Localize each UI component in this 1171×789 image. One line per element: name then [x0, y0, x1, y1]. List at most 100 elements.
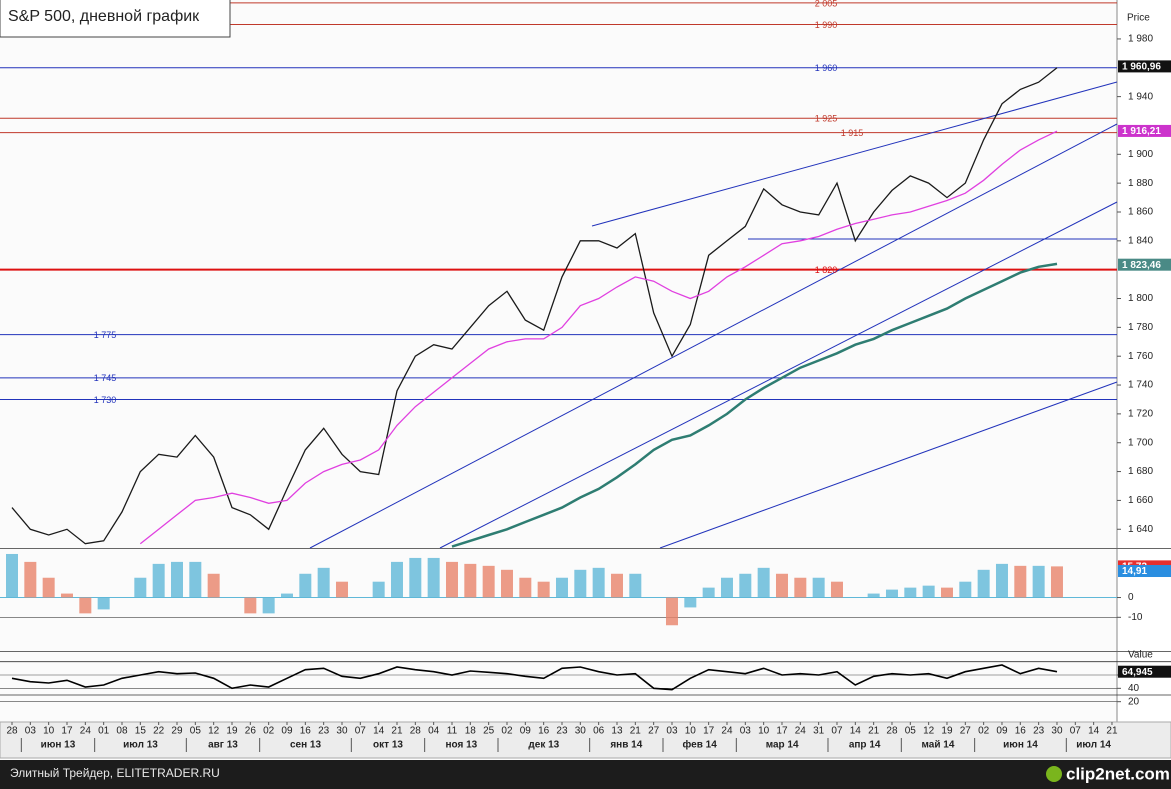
footer-source: Элитный Трейдер, ELITETRADER.RU — [10, 766, 220, 780]
x-tick-label: 12 — [923, 726, 935, 737]
histogram-bar — [885, 589, 898, 598]
y-tick-label: -10 — [1128, 612, 1143, 623]
histogram-bar — [830, 581, 843, 598]
histogram-bar — [555, 577, 568, 598]
level-label: 1 745 — [94, 373, 117, 383]
histogram-bar — [1032, 565, 1045, 598]
x-tick-label: 27 — [648, 726, 660, 737]
histogram-bar — [702, 587, 715, 598]
x-tick-label: 31 — [813, 726, 825, 737]
footer-logo[interactable]: clip2net.com — [1066, 764, 1170, 783]
time-axis-band — [0, 721, 1171, 759]
y-tick-label: 1 860 — [1128, 207, 1153, 218]
histogram-bar — [610, 573, 623, 598]
histogram-bar — [60, 593, 73, 598]
y-tick-label: 1 740 — [1128, 380, 1153, 391]
histogram-bar — [464, 563, 477, 598]
x-tick-label: 23 — [1033, 726, 1045, 737]
histogram-bar — [134, 577, 147, 598]
x-tick-label: 12 — [208, 726, 220, 737]
histogram-bar — [152, 563, 165, 598]
last-value-box — [1118, 665, 1171, 678]
y-tick-label: 1 760 — [1128, 351, 1153, 362]
series-line — [451, 262, 1058, 548]
histogram-bar — [574, 569, 587, 598]
x-tick-label: 01 — [98, 726, 110, 737]
x-tick-label: 28 — [886, 726, 898, 737]
y-tick-label: 1 640 — [1128, 524, 1153, 535]
x-tick-label: 23 — [556, 726, 568, 737]
x-tick-label: 05 — [905, 726, 917, 737]
histogram-bar — [904, 587, 917, 598]
level-label: 1 925 — [815, 114, 838, 124]
x-tick-label: 27 — [960, 726, 972, 737]
series-line — [11, 67, 1058, 545]
y-tick-label: 1 660 — [1128, 495, 1153, 506]
last-value-label: 64,945 — [1122, 667, 1153, 678]
month-label: фев 14 — [683, 739, 718, 751]
x-tick-label: 18 — [465, 726, 477, 737]
series-line — [139, 130, 1058, 545]
x-tick-label: 22 — [153, 726, 165, 737]
x-tick-label: 03 — [25, 726, 37, 737]
month-label: авг 13 — [208, 740, 238, 751]
x-tick-label: 24 — [795, 726, 807, 737]
month-label: июл 13 — [123, 740, 158, 751]
y-tick-label: 1 700 — [1128, 437, 1153, 448]
level-label: 1 960 — [815, 63, 838, 73]
histogram-bar — [299, 573, 312, 598]
histogram-bar — [775, 573, 788, 598]
x-tick-label: 16 — [538, 726, 550, 737]
y-axis-label: Value — [1128, 650, 1153, 661]
level-label: 1 775 — [94, 330, 117, 340]
month-label: сен 13 — [290, 740, 322, 751]
x-tick-label: 30 — [336, 726, 348, 737]
level-label: 2 005 — [815, 0, 838, 8]
x-tick-label: 10 — [685, 726, 697, 737]
histogram-bar — [207, 573, 220, 598]
y-tick-label: 1 980 — [1128, 34, 1153, 45]
histogram-bar — [757, 567, 770, 598]
x-tick-label: 16 — [1015, 726, 1027, 737]
x-tick-label: 09 — [996, 726, 1008, 737]
month-label: ноя 13 — [445, 740, 477, 751]
histogram-bar — [794, 577, 807, 598]
trend-line — [439, 201, 1118, 549]
x-tick-label: 03 — [666, 726, 678, 737]
x-tick-label: 07 — [355, 726, 367, 737]
y-tick-label: 20 — [1128, 696, 1140, 707]
trend-line — [309, 123, 1118, 549]
x-tick-label: 10 — [43, 726, 55, 737]
x-tick-label: 11 — [447, 726, 458, 737]
x-tick-label: 03 — [740, 726, 752, 737]
x-tick-label: 30 — [1051, 726, 1063, 737]
x-tick-label: 09 — [281, 726, 293, 737]
x-tick-label: 09 — [520, 726, 532, 737]
x-tick-label: 26 — [245, 726, 257, 737]
y-tick-label: 40 — [1128, 683, 1140, 694]
month-label: мар 14 — [766, 740, 799, 751]
histogram-bar — [280, 593, 293, 598]
histogram-bar — [500, 569, 513, 598]
histogram-bar — [97, 597, 110, 610]
x-tick-label: 21 — [391, 726, 403, 737]
month-label: окт 13 — [373, 740, 403, 751]
x-tick-label: 13 — [611, 726, 623, 737]
month-label: июл 14 — [1076, 740, 1111, 751]
x-tick-label: 07 — [1070, 726, 1082, 737]
y-tick-label: 0 — [1128, 592, 1134, 603]
last-value-box — [1118, 124, 1171, 137]
x-tick-label: 17 — [776, 726, 788, 737]
x-tick-label: 14 — [1088, 726, 1100, 737]
y-tick-label: 1 880 — [1128, 178, 1153, 189]
histogram-bar — [244, 597, 257, 614]
month-label: июн 14 — [1003, 740, 1038, 751]
y-tick-label: 1 940 — [1128, 91, 1153, 102]
histogram-bar — [940, 587, 953, 598]
x-tick-label: 04 — [428, 726, 440, 737]
logo-icon — [1046, 766, 1062, 782]
chart-title: S&P 500, дневной график — [8, 8, 200, 25]
last-value-box — [1118, 258, 1171, 271]
last-value-label: 1 823,46 — [1122, 260, 1161, 271]
